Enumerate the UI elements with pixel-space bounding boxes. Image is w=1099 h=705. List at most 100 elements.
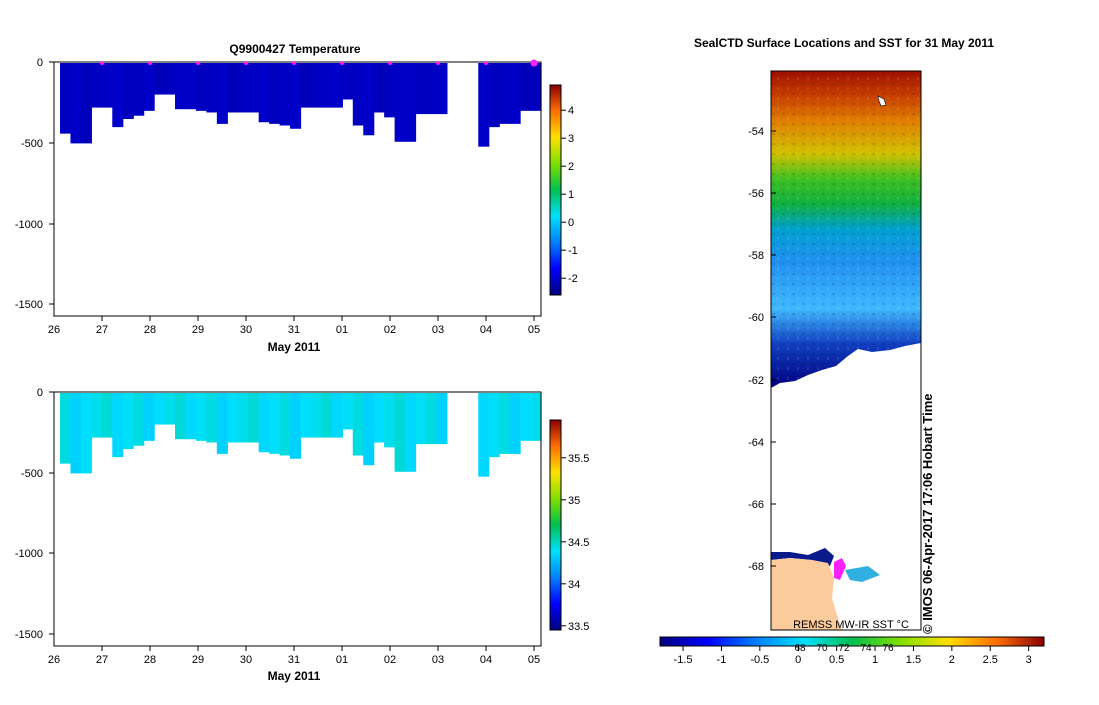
antarctic-land [771, 558, 842, 630]
profile-column [112, 63, 124, 128]
profile-column [331, 63, 343, 108]
profile-column [80, 393, 92, 474]
surface-marker [388, 61, 392, 65]
profile-column [216, 393, 228, 454]
colorbar-tick: 0 [568, 217, 574, 229]
profile-column [310, 393, 323, 438]
x-tick: 05 [528, 654, 540, 666]
profile-column [216, 63, 228, 124]
profile-column [478, 63, 490, 147]
surface-marker [196, 61, 200, 65]
x-tick: 27 [96, 324, 108, 336]
profile-column [133, 63, 145, 116]
profile-column [405, 393, 417, 472]
profile-column [248, 63, 260, 113]
x-tick: 29 [192, 324, 204, 336]
surface-marker [148, 61, 152, 65]
profile-column [384, 393, 396, 448]
profile-column [164, 393, 176, 425]
x-tick: 29 [192, 654, 204, 666]
lat-tick: -58 [748, 250, 764, 262]
profile-column [258, 393, 270, 453]
colorbar-tick: 35.5 [568, 453, 589, 465]
profile-column [363, 393, 375, 466]
profile-column [499, 393, 511, 454]
temperature-profiles [60, 63, 542, 147]
colorbar-tick: 34 [568, 579, 580, 591]
profile-column [352, 393, 364, 456]
profile-column [405, 63, 417, 142]
x-tick: 28 [144, 654, 156, 666]
surface-marker [340, 61, 344, 65]
colorbar-tick: -2 [568, 273, 578, 285]
profile-column [425, 63, 438, 115]
profile-column [133, 393, 145, 446]
profile-column [175, 393, 187, 440]
profile-column [80, 63, 92, 144]
sst-map-panel: SealCTD Surface Locations and SST for 31… [659, 36, 1045, 666]
colorbar-tick: -0.5 [750, 654, 769, 666]
profile-column [154, 63, 166, 95]
profile-column [154, 393, 166, 425]
lat-tick: -66 [748, 499, 764, 511]
profile-column [425, 393, 438, 445]
profile-column [509, 393, 521, 454]
profile-column [269, 393, 281, 454]
lat-tick: -56 [748, 188, 764, 200]
profile-column [363, 63, 375, 136]
profile-column [258, 63, 270, 123]
profile-column [227, 63, 239, 113]
profile-column [122, 393, 134, 449]
profile-column [394, 63, 406, 142]
profile-column [143, 393, 155, 441]
island-marker [877, 95, 887, 107]
profile-column [101, 63, 113, 108]
y-tick: -500 [21, 468, 43, 480]
x-tick: 02 [384, 654, 396, 666]
profile-column [185, 393, 197, 440]
coastal-sst-patch [845, 566, 880, 582]
lat-tick: -68 [748, 561, 764, 573]
x-tick: 27 [96, 654, 108, 666]
colorbar-tick: 2.5 [983, 654, 998, 666]
x-tick: 03 [432, 654, 444, 666]
salinity-colorbar: 35.5 35 34.5 34 33.5 [549, 419, 589, 633]
x-tick: 31 [288, 324, 300, 336]
sst-latitude-axis: -54 -56 -58 -60 -62 -64 -66 -68 [748, 126, 776, 573]
colorbar-tick: 34.5 [568, 537, 589, 549]
surface-marker [244, 61, 248, 65]
colorbar-tick: 0.5 [829, 654, 844, 666]
colorbar-tick: 3 [1026, 654, 1032, 666]
profile-column [290, 393, 302, 459]
profile-column [415, 393, 427, 445]
colorbar-tick: 1 [872, 654, 878, 666]
profile-column [530, 63, 542, 111]
salinity-x-axis: 26 27 28 29 30 31 01 02 03 04 05 May 201… [48, 646, 540, 683]
profile-column [342, 63, 354, 100]
seal-track [834, 558, 846, 580]
salinity-profiles [60, 393, 542, 477]
profile-column [321, 393, 333, 438]
profile-column [195, 393, 207, 441]
x-tick: 26 [48, 654, 60, 666]
profile-column [300, 393, 312, 438]
colorbar-tick: 1 [568, 189, 574, 201]
profile-column [91, 393, 103, 438]
x-tick: 26 [48, 324, 60, 336]
y-tick: 0 [37, 387, 43, 399]
profile-column [488, 63, 500, 128]
sst-colorbar-scale [659, 636, 1045, 647]
colorbar-overlay-tick: 72 [838, 643, 850, 654]
surface-marker [100, 61, 104, 65]
colorbar-tick: 0 [795, 654, 801, 666]
profile-column [509, 63, 521, 124]
x-tick: 31 [288, 654, 300, 666]
colorbar-tick: 35 [568, 495, 580, 507]
profile-column [488, 393, 500, 458]
profile-column [499, 63, 511, 124]
profile-column [530, 393, 542, 441]
colorbar-overlay-tick: 68 [794, 643, 806, 654]
lat-tick: -62 [748, 375, 764, 387]
sst-colorbar: 68 70 72 74 76 -1.5 -1 -0.5 0 0.5 1 1.5 2 2.5 3 [659, 636, 1045, 666]
